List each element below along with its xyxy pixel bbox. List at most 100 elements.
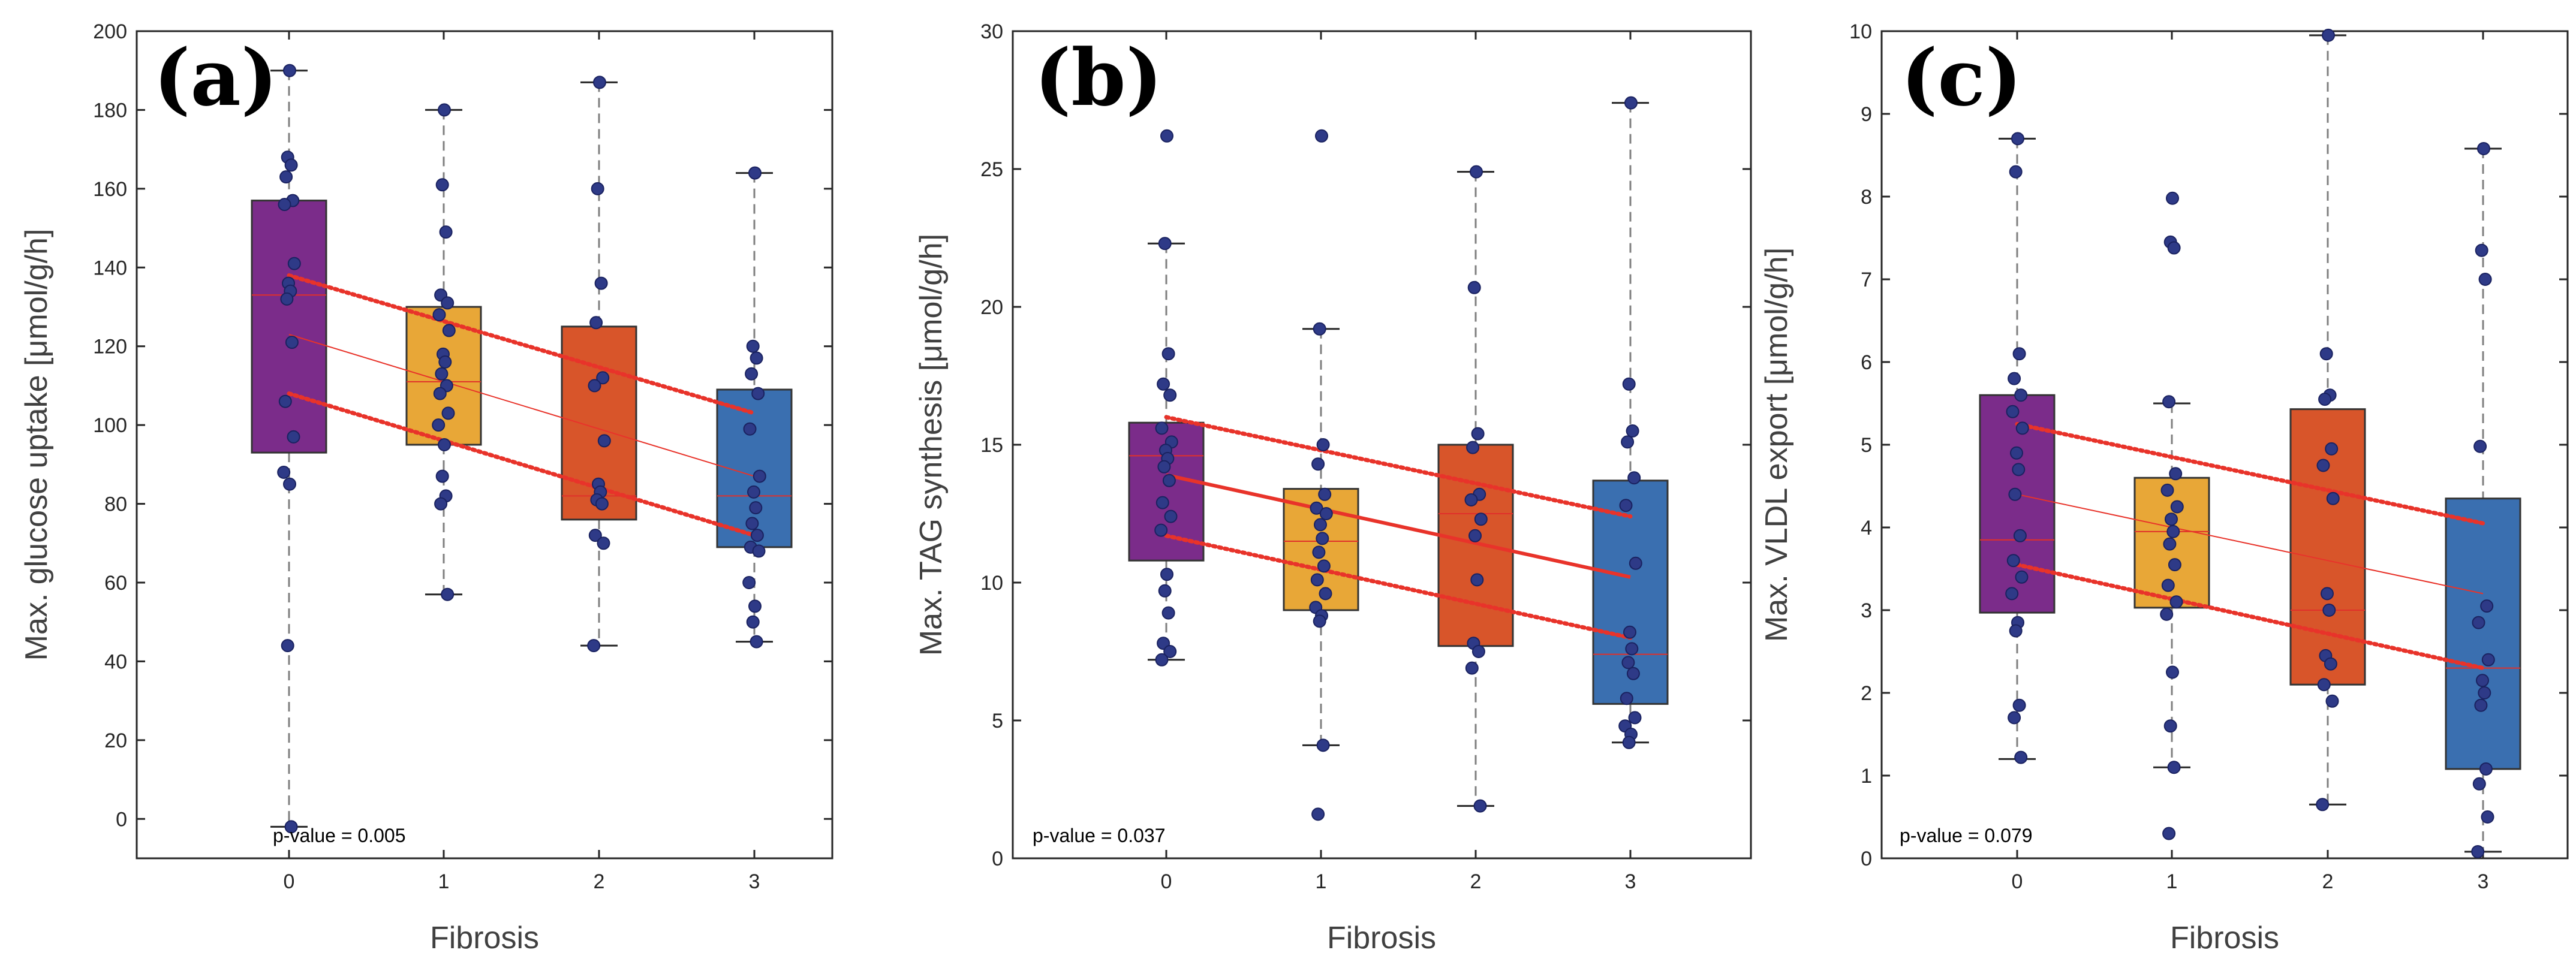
data-point	[1621, 656, 1635, 670]
data-point	[438, 438, 451, 451]
data-point	[2477, 141, 2490, 155]
x-axis-label: Fibrosis	[430, 921, 539, 955]
p-value-label: p-value = 0.037	[1033, 825, 1166, 846]
plot-frame	[136, 30, 833, 860]
y-tick-label: 9	[1861, 103, 1872, 126]
data-point	[2480, 599, 2494, 613]
y-tick-label: 40	[104, 650, 127, 673]
data-point	[435, 178, 449, 192]
ci-lower	[287, 391, 757, 538]
data-point	[2471, 845, 2485, 858]
data-point	[2325, 442, 2339, 456]
data-point	[2012, 347, 2026, 361]
data-point	[1163, 388, 1177, 402]
data-point	[1626, 667, 1640, 680]
y-tick-label: 2	[1861, 682, 1872, 705]
data-point	[2006, 405, 2020, 418]
data-point	[2472, 616, 2485, 629]
data-point	[1626, 424, 1639, 438]
data-point	[1467, 281, 1481, 294]
box-3	[2445, 497, 2521, 770]
data-point	[1155, 496, 1169, 509]
data-point	[597, 434, 611, 448]
data-point	[1310, 501, 1323, 515]
data-point	[279, 170, 293, 184]
data-point	[2169, 595, 2183, 609]
data-point	[284, 820, 298, 834]
data-point	[588, 379, 601, 393]
y-tick-label: 10	[1849, 20, 1872, 43]
data-point	[2167, 241, 2181, 255]
y-tick-label: 180	[93, 99, 127, 122]
data-point	[1470, 165, 1483, 179]
data-point	[2322, 604, 2336, 617]
data-point	[1471, 427, 1485, 441]
data-point	[2006, 554, 2020, 568]
data-point	[749, 501, 763, 515]
data-point	[2475, 243, 2488, 257]
data-point	[593, 76, 606, 89]
y-tick-label: 140	[93, 257, 127, 279]
data-point	[2321, 587, 2334, 601]
data-point	[2318, 393, 2332, 406]
data-point	[2009, 624, 2023, 638]
x-tick-label: 3	[2478, 870, 2489, 893]
panel-b: Max. TAG synthesis [μmol/g/h] Fibrosis (b)…	[914, 20, 1752, 955]
y-tick-label: 5	[1861, 434, 1872, 457]
data-point	[597, 536, 610, 550]
data-point	[1623, 625, 1636, 639]
data-point	[434, 497, 448, 511]
data-point	[1311, 807, 1325, 821]
data-point	[1311, 457, 1325, 471]
data-point	[2166, 191, 2179, 205]
data-point	[287, 430, 300, 444]
data-point	[2478, 273, 2492, 286]
data-point	[278, 198, 291, 212]
data-point	[1158, 237, 1172, 251]
data-point	[1154, 523, 1168, 537]
x-tick-label: 2	[2322, 870, 2334, 893]
data-point	[1624, 96, 1638, 110]
data-point	[2162, 395, 2176, 409]
data-point	[1465, 661, 1479, 675]
data-point	[589, 316, 603, 330]
data-point	[753, 469, 766, 483]
box-2	[1437, 444, 1514, 647]
y-tick-label: 8	[1861, 186, 1872, 209]
data-point	[2160, 483, 2174, 497]
data-point	[2015, 421, 2029, 435]
data-point	[1157, 460, 1171, 474]
data-point	[1468, 529, 1482, 542]
y-tick-label: 10	[980, 572, 1003, 595]
data-point	[748, 166, 762, 180]
data-point	[277, 466, 291, 479]
y-tick-label: 3	[1861, 599, 1872, 622]
data-point	[1471, 645, 1485, 658]
data-point	[287, 257, 301, 270]
x-tick-label: 1	[1316, 870, 1327, 893]
data-point	[441, 587, 455, 601]
data-point	[2012, 698, 2026, 712]
data-point	[1314, 518, 1327, 532]
data-point	[1466, 441, 1480, 454]
data-point	[2170, 500, 2184, 514]
p-value-label: p-value = 0.005	[273, 825, 406, 846]
data-point	[2165, 512, 2178, 526]
data-point	[2472, 777, 2486, 791]
data-point	[2316, 459, 2330, 472]
data-point	[1310, 573, 1324, 587]
data-point	[745, 517, 759, 530]
data-point	[743, 422, 757, 436]
y-tick-label: 15	[980, 434, 1003, 457]
data-point	[2481, 653, 2495, 667]
y-tick-label: 20	[980, 296, 1003, 319]
data-point	[1619, 499, 1633, 512]
data-point	[2011, 132, 2024, 146]
data-point	[2163, 537, 2177, 551]
x-tick-label: 3	[1625, 870, 1636, 893]
data-point	[283, 477, 296, 491]
y-axis-label: Max. VLDL export [μmol/g/h]	[1759, 248, 1794, 642]
data-point	[441, 296, 455, 310]
data-point	[1621, 435, 1635, 449]
